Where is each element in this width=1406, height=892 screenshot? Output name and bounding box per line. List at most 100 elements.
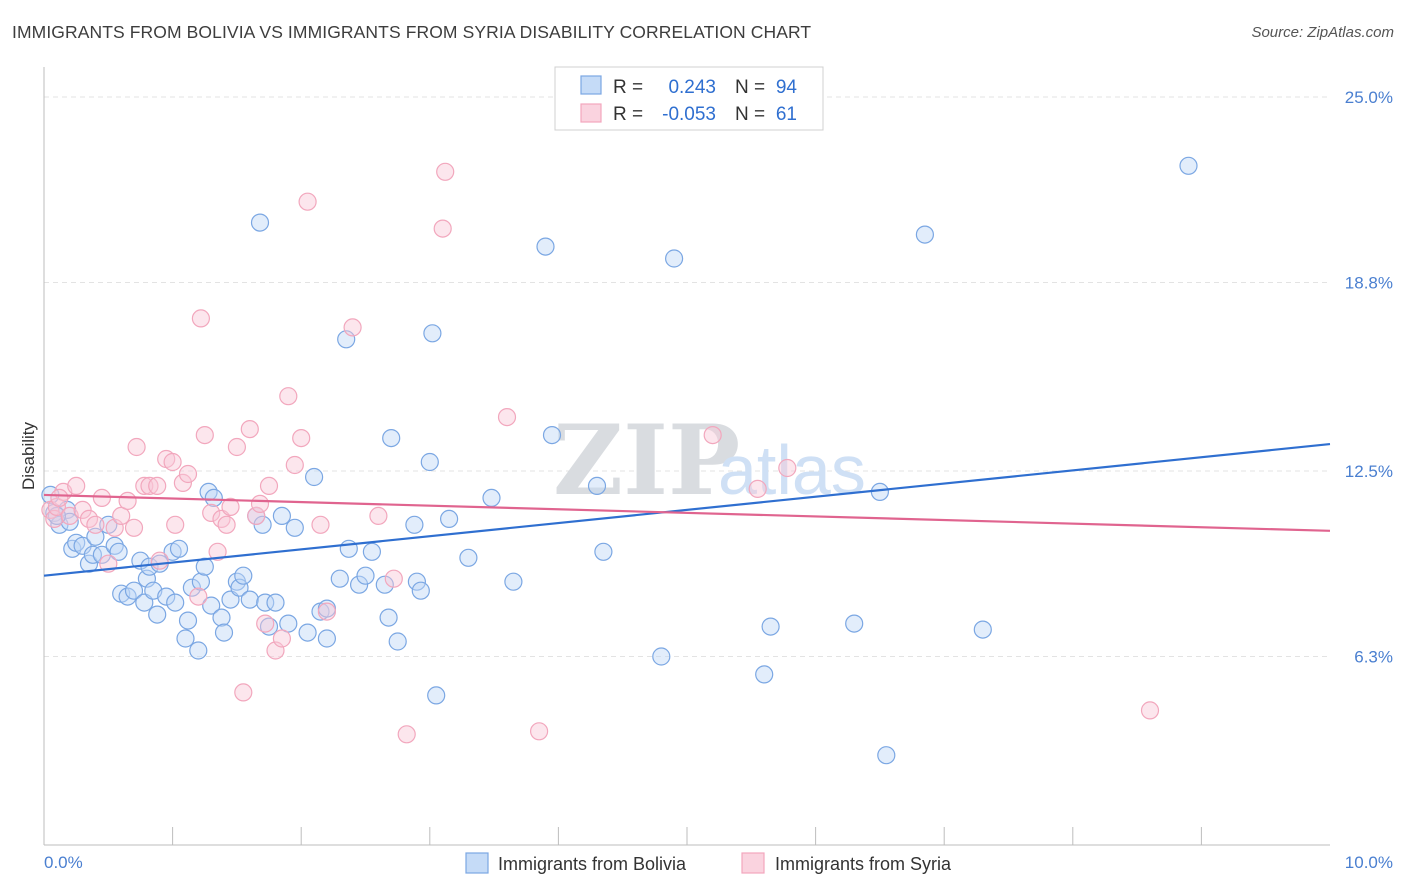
syria-point-47 <box>317 602 336 621</box>
bolivia-point-32 <box>191 572 210 591</box>
bolivia-point-35 <box>202 596 221 615</box>
bolivia-point-61 <box>350 575 369 594</box>
syria-point-39 <box>259 476 279 495</box>
syria-point-57 <box>748 479 767 498</box>
syria-point-22 <box>166 515 185 534</box>
syria-point-44 <box>292 429 311 448</box>
legend-r-value-bolivia: 0.243 <box>668 77 716 98</box>
y-tick-label-2: 12.5% <box>1345 462 1393 481</box>
syria-point-5 <box>67 476 86 495</box>
syria-point-21 <box>163 452 182 472</box>
syria-point-17 <box>140 476 159 495</box>
bolivia-point-68 <box>405 515 424 534</box>
bolivia-point-62 <box>356 566 375 585</box>
bolivia-point-67 <box>388 632 407 651</box>
legend-r-label-syria: R = <box>613 104 643 125</box>
bolivia-point-29 <box>178 611 198 630</box>
syria-point-51 <box>397 725 416 744</box>
syria-point-28 <box>202 503 221 523</box>
bolivia-point-31 <box>189 641 208 660</box>
bolivia-point-64 <box>375 575 394 594</box>
chart-source: Source: ZipAtlas.com <box>1251 24 1394 41</box>
legend-n-value-bolivia: 94 <box>776 77 798 98</box>
syria-point-46 <box>311 515 330 534</box>
bolivia-point-86 <box>845 614 864 633</box>
bolivia-point-84 <box>755 665 774 684</box>
syria-point-36 <box>247 506 266 526</box>
bolivia-point-78 <box>536 237 555 256</box>
legend-swatch-bolivia <box>580 75 602 95</box>
chart-title: IMMIGRANTS FROM BOLIVIA VS IMMIGRANTS FR… <box>12 22 812 42</box>
bolivia-point-42 <box>234 566 253 585</box>
bolivia-point-81 <box>594 542 613 561</box>
syria-point-32 <box>221 497 240 516</box>
bolivia-point-66 <box>382 429 401 448</box>
bolivia-point-54 <box>305 467 324 487</box>
syria-point-48 <box>343 318 362 337</box>
syria-point-23 <box>173 473 192 492</box>
bolivia-point-46 <box>253 515 272 534</box>
syria-point-15 <box>127 437 146 457</box>
syria-point-53 <box>436 162 455 181</box>
x-tick-label-min: 0.0% <box>44 853 83 872</box>
syria-trend-line <box>43 493 1331 532</box>
bolivia-point-38 <box>214 623 234 642</box>
trend-lines <box>43 442 1331 577</box>
syria-point-58 <box>778 458 797 478</box>
bolivia-point-88 <box>877 746 896 765</box>
bolivia-point-72 <box>423 324 442 343</box>
bolivia-point-82 <box>652 647 671 666</box>
bolivia-point-80 <box>587 476 607 495</box>
syria-point-49 <box>369 506 388 526</box>
syria-point-8 <box>86 515 105 534</box>
bolivia-point-56 <box>317 629 336 648</box>
watermark-atlas: atlas <box>718 431 866 509</box>
syria-point-31 <box>217 515 236 534</box>
stats-legend: R = 0.243 N = 94 R = -0.053 N = 61 <box>554 66 824 131</box>
bolivia-point-69 <box>407 572 426 591</box>
syria-point-13 <box>118 491 137 510</box>
syria-point-37 <box>250 494 270 513</box>
syria-point-19 <box>150 551 169 570</box>
bolivia-point-76 <box>482 488 501 507</box>
syria-point-14 <box>124 518 144 537</box>
syria-point-29 <box>208 542 227 561</box>
syria-point-26 <box>191 309 210 328</box>
syria-point-60 <box>50 488 69 507</box>
data-points <box>41 156 1198 765</box>
syria-point-59 <box>1140 701 1160 720</box>
bolivia-point-63 <box>362 542 381 561</box>
bolivia-point-30 <box>182 578 201 597</box>
bolivia-point-13 <box>109 542 128 561</box>
legend-swatch-syria <box>580 103 602 123</box>
syria-point-42 <box>279 387 298 406</box>
bolivia-point-24 <box>157 587 176 606</box>
syria-point-38 <box>256 614 275 633</box>
bolivia-point-26 <box>166 593 185 612</box>
syria-point-25 <box>189 587 208 606</box>
bottom-legend-swatch-bolivia <box>465 852 489 874</box>
syria-point-6 <box>73 500 92 519</box>
bolivia-point-28 <box>176 629 195 648</box>
bolivia-point-52 <box>285 518 304 537</box>
bolivia-point-41 <box>230 578 249 597</box>
bolivia-point-79 <box>542 426 562 445</box>
bolivia-point-22 <box>148 605 167 624</box>
bolivia-point-58 <box>330 569 349 588</box>
bolivia-point-27 <box>169 539 189 558</box>
bolivia-point-16 <box>124 581 144 600</box>
x-tick-label-max: 10.0% <box>1345 853 1393 872</box>
bottom-legend-label-syria: Immigrants from Syria <box>775 854 952 874</box>
bolivia-point-47 <box>256 593 275 612</box>
bolivia-trend-line <box>43 442 1331 577</box>
bolivia-point-36 <box>204 488 223 507</box>
syria-point-55 <box>529 722 549 741</box>
legend-n-label-syria: N = <box>735 104 765 125</box>
bolivia-point-65 <box>379 608 398 627</box>
bolivia-point-91 <box>1179 156 1198 175</box>
syria-point-33 <box>227 437 246 457</box>
y-axis-label: Disability <box>19 421 38 490</box>
bolivia-point-90 <box>973 620 992 639</box>
bolivia-point-37 <box>212 608 231 627</box>
